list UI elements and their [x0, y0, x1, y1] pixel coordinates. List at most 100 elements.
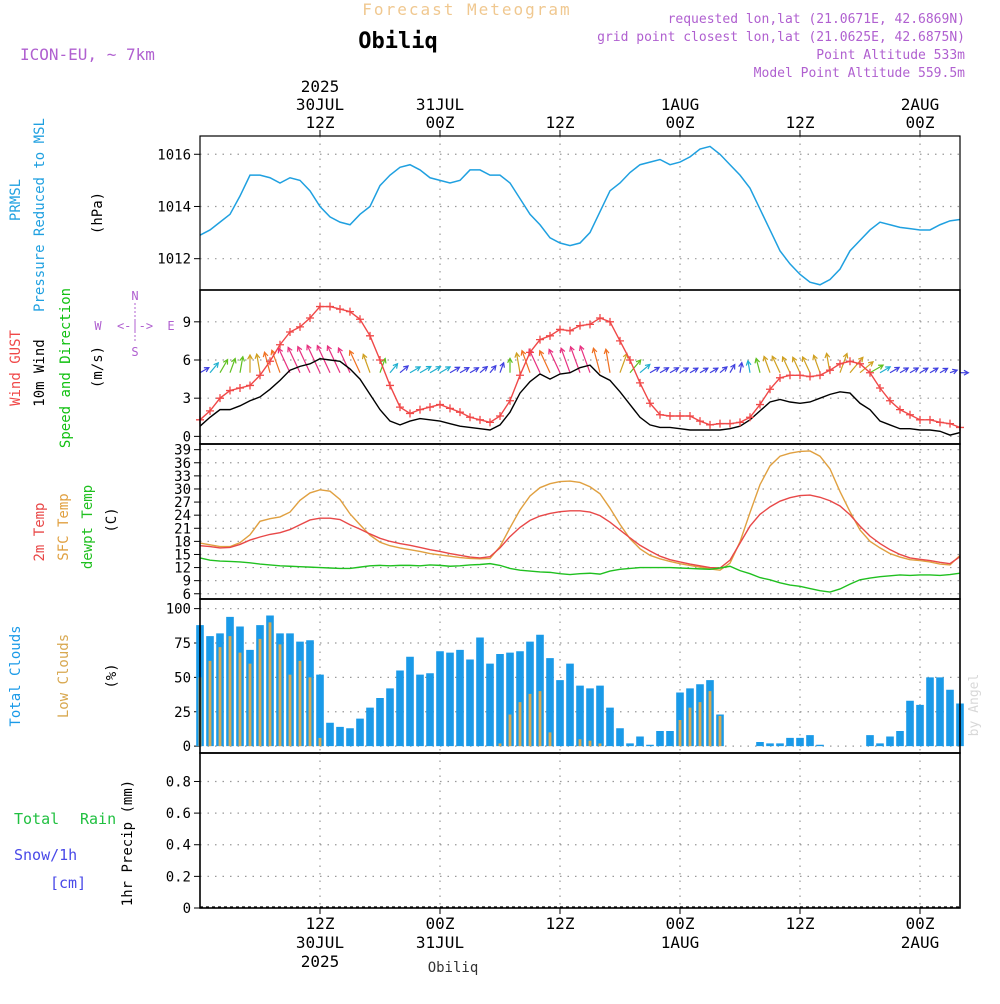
wind-arrow-head — [702, 367, 709, 373]
wind-direction-arrow — [699, 367, 709, 374]
wind-arrow-head — [499, 361, 505, 368]
wind-arrow-head — [415, 366, 422, 372]
total-cloud-bar — [916, 704, 924, 747]
wind-direction-arrow — [297, 346, 311, 373]
total-cloud-bar — [496, 654, 504, 747]
compass-south: S — [131, 345, 138, 359]
wind-direction-arrow — [219, 359, 229, 374]
low-cloud-bar — [278, 644, 282, 747]
wind-direction-arrow — [619, 353, 628, 373]
y-tick-label: 75 — [174, 636, 191, 652]
gust-point-marker — [316, 302, 324, 311]
y-tick-label: 0 — [183, 429, 191, 445]
panel-frame — [199, 752, 961, 909]
low-cloud-bar — [678, 720, 682, 747]
total-cloud-bar — [406, 656, 414, 747]
y-tick-label: 18 — [174, 534, 191, 550]
wind-direction-arrow — [605, 349, 611, 373]
location-title: Obiliq — [358, 29, 437, 54]
gust-point-marker — [306, 314, 314, 322]
total-cloud-bar — [556, 680, 564, 747]
gust-point-marker — [266, 357, 274, 366]
snow-unit-label: [cm] — [50, 874, 86, 892]
wind-axis-title: 10m Wind — [32, 339, 48, 406]
gust-point-marker — [766, 385, 774, 394]
wind-direction-arrow — [639, 363, 651, 374]
gust-point-marker — [376, 356, 384, 364]
total-cloud-bar — [906, 700, 914, 747]
time-label-bottom: 2025 — [301, 952, 340, 971]
total-cloud-bar — [876, 743, 884, 747]
wind-arrow-head — [673, 367, 680, 373]
wind-arrow-head — [745, 359, 752, 366]
wind-arrow-head — [762, 355, 769, 362]
low-cloud-bar — [258, 638, 262, 747]
wind-direction-arrow — [263, 352, 271, 373]
y-tick-label: 24 — [174, 508, 191, 524]
gust-point-marker — [736, 418, 744, 427]
total-cloud-bar — [386, 688, 394, 747]
wind-direction-arrow — [755, 358, 761, 373]
wind-direction-arrow — [560, 347, 571, 373]
total-cloud-bar — [626, 743, 634, 747]
low-cloud-bar — [538, 691, 542, 747]
y-tick-label: 0.4 — [166, 838, 191, 854]
gust-point-marker — [866, 368, 874, 377]
wind-direction-arrow — [909, 367, 919, 374]
wind-direction-arrow — [929, 367, 939, 374]
total-clouds-axis-title: Total Clouds — [8, 625, 24, 726]
wind-arrow-head — [858, 356, 864, 363]
wind-arrow-head — [538, 349, 545, 356]
total-cloud-bar — [566, 663, 574, 747]
gust-point-marker — [236, 384, 244, 392]
wind-direction-arrow — [719, 366, 728, 374]
wind-arrow-head — [952, 368, 959, 375]
time-label-bottom: 12Z — [306, 914, 335, 933]
wind-direction-arrow — [515, 352, 521, 373]
y-tick-label: 100 — [166, 602, 191, 618]
total-cloud-bar — [796, 737, 804, 747]
total-cloud-bar — [456, 649, 464, 747]
gust-point-marker — [296, 322, 304, 331]
wind-arrow-head — [231, 357, 237, 364]
gust-point-marker — [876, 384, 884, 392]
gust-point-marker — [356, 315, 364, 324]
gust-point-marker — [816, 371, 824, 380]
y-tick-label: 15 — [174, 547, 191, 563]
gust-point-marker — [886, 396, 894, 405]
wind-direction-arrow — [659, 367, 669, 374]
wind-direction-arrow — [939, 367, 948, 374]
y-tick-label: 21 — [174, 521, 191, 537]
wind-arrow-head — [514, 351, 521, 358]
wind-speed-line — [199, 358, 961, 436]
wind-arrow-head — [239, 355, 245, 362]
wind-direction-arrow — [306, 345, 321, 373]
gust-point-marker — [326, 302, 334, 311]
y-tick-label: 3 — [183, 391, 191, 407]
gust-point-marker — [796, 371, 804, 380]
y-tick-label: 30 — [174, 482, 191, 498]
gust-point-marker — [756, 400, 764, 409]
gust-point-marker — [436, 400, 444, 409]
gust-point-marker — [556, 325, 564, 334]
gust-point-marker — [526, 348, 534, 357]
wind-direction-arrow — [399, 365, 409, 374]
y-tick-label: 25 — [174, 705, 191, 721]
total-cloud-bar — [656, 731, 664, 747]
credit-watermark: by Angel — [967, 674, 982, 737]
gust-point-marker — [856, 359, 864, 368]
gust-point-marker — [246, 381, 254, 390]
wind-direction-arrow — [229, 358, 236, 373]
footer-location: Obiliq — [428, 960, 479, 976]
gust-point-marker — [336, 305, 344, 314]
total-cloud-bar — [676, 692, 684, 747]
time-label-bottom: 12Z — [546, 914, 575, 933]
total-cloud-bar — [376, 698, 384, 747]
total-cloud-bar — [946, 689, 954, 747]
wind-arrow-head — [463, 366, 470, 373]
low-cloud-bar — [288, 674, 292, 747]
wind-arrow-head — [894, 366, 901, 373]
gust-point-marker — [566, 326, 574, 335]
wind-arrow-head — [473, 367, 480, 373]
